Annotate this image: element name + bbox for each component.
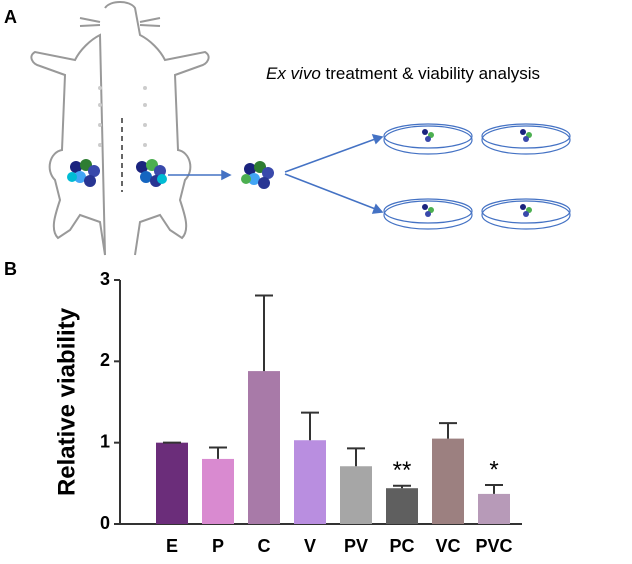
bar <box>340 466 372 524</box>
caption-italic: Ex vivo <box>266 64 321 83</box>
annotation: * <box>489 456 498 483</box>
bar <box>386 488 418 524</box>
x-tick-label: C <box>258 536 271 556</box>
y-tick-label: 1 <box>100 431 110 451</box>
bar <box>478 493 510 524</box>
annotation: ** <box>393 457 412 484</box>
error-bar <box>347 447 365 467</box>
caption: Ex vivo treatment & viability analysis <box>266 64 540 83</box>
error-bar <box>255 294 273 372</box>
panel-label: A <box>4 7 17 27</box>
error-bar <box>209 446 227 459</box>
mouse-illustration <box>30 1 210 256</box>
bar <box>294 440 326 524</box>
bar <box>248 371 280 524</box>
bar <box>202 458 234 524</box>
x-tick-label: P <box>212 536 224 556</box>
x-tick-label: PV <box>344 536 368 556</box>
x-tick-label: VC <box>435 536 460 556</box>
x-tick-label: PC <box>389 536 414 556</box>
dish-cells <box>422 129 532 217</box>
error-bar <box>485 483 503 494</box>
x-tick-label: PVC <box>475 536 512 556</box>
error-bar <box>439 422 457 439</box>
error-bar <box>301 411 319 441</box>
dots <box>98 86 147 147</box>
y-axis-label: Relative viability <box>53 307 80 496</box>
y-tick-label: 3 <box>100 269 110 289</box>
tumors <box>67 159 274 189</box>
caption-rest: treatment & viability analysis <box>326 64 540 83</box>
y-tick-label: 0 <box>100 513 110 533</box>
arrows <box>168 133 384 214</box>
y-tick-label: 2 <box>100 350 110 370</box>
bar <box>156 442 188 524</box>
x-tick-label: E <box>166 536 178 556</box>
error-bar <box>393 484 411 489</box>
x-tick-label: V <box>304 536 316 556</box>
panel-label: B <box>4 259 17 279</box>
bar <box>432 438 464 524</box>
petri-dishes <box>383 123 571 230</box>
